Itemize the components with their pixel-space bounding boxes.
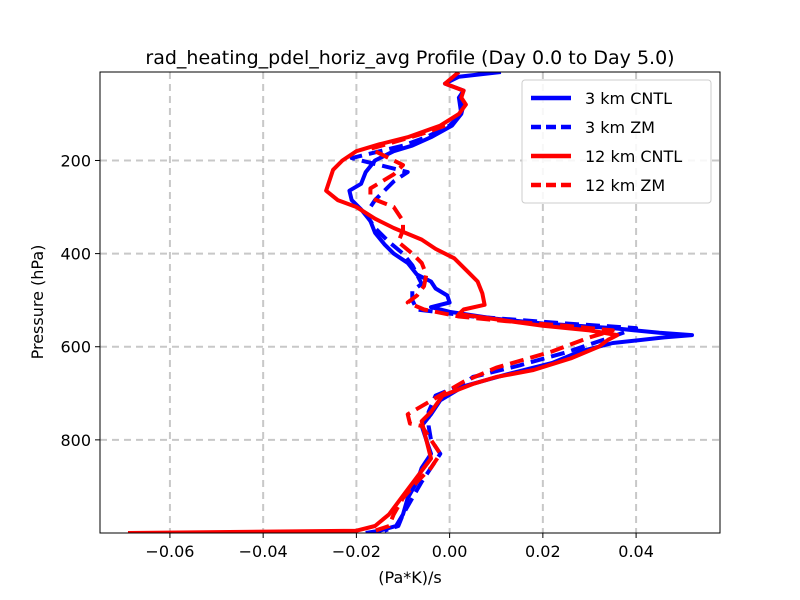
chart-title: rad_heating_pdel_horiz_avg Profile (Day …: [145, 47, 674, 69]
legend-box: [521, 79, 712, 204]
y-tick-label: 400: [60, 245, 91, 264]
legend-label-12km-zm: 12 km ZM: [585, 176, 665, 195]
y-axis-label: Pressure (hPa): [28, 245, 47, 360]
y-tick-label: 800: [60, 431, 91, 450]
x-tick-label: 0.00: [432, 542, 468, 561]
x-axis-label: (Pa*K)/s: [378, 568, 441, 587]
series-group: [127, 72, 694, 533]
x-tick-label: 0.02: [525, 542, 561, 561]
legend: 3 km CNTL 3 km ZM 12 km CNTL 12 km ZM: [521, 79, 712, 204]
legend-label-3km-zm: 3 km ZM: [585, 118, 655, 137]
y-tick-label: 200: [60, 151, 91, 170]
series-line-12-km-zm: [368, 123, 615, 533]
x-tick-label: −0.04: [239, 542, 288, 561]
legend-label-3km-cntl: 3 km CNTL: [585, 89, 672, 108]
legend-label-12km-cntl: 12 km CNTL: [585, 147, 682, 166]
y-axis-ticks: 200 400 600 800: [60, 151, 100, 450]
y-tick-label: 600: [60, 338, 91, 357]
x-axis-ticks: −0.06 −0.04 −0.02 0.00 0.02 0.04: [145, 533, 654, 561]
plot-frame: [99, 71, 721, 534]
x-tick-label: 0.04: [618, 542, 654, 561]
x-tick-label: −0.02: [332, 542, 381, 561]
x-tick-label: −0.06: [145, 542, 194, 561]
